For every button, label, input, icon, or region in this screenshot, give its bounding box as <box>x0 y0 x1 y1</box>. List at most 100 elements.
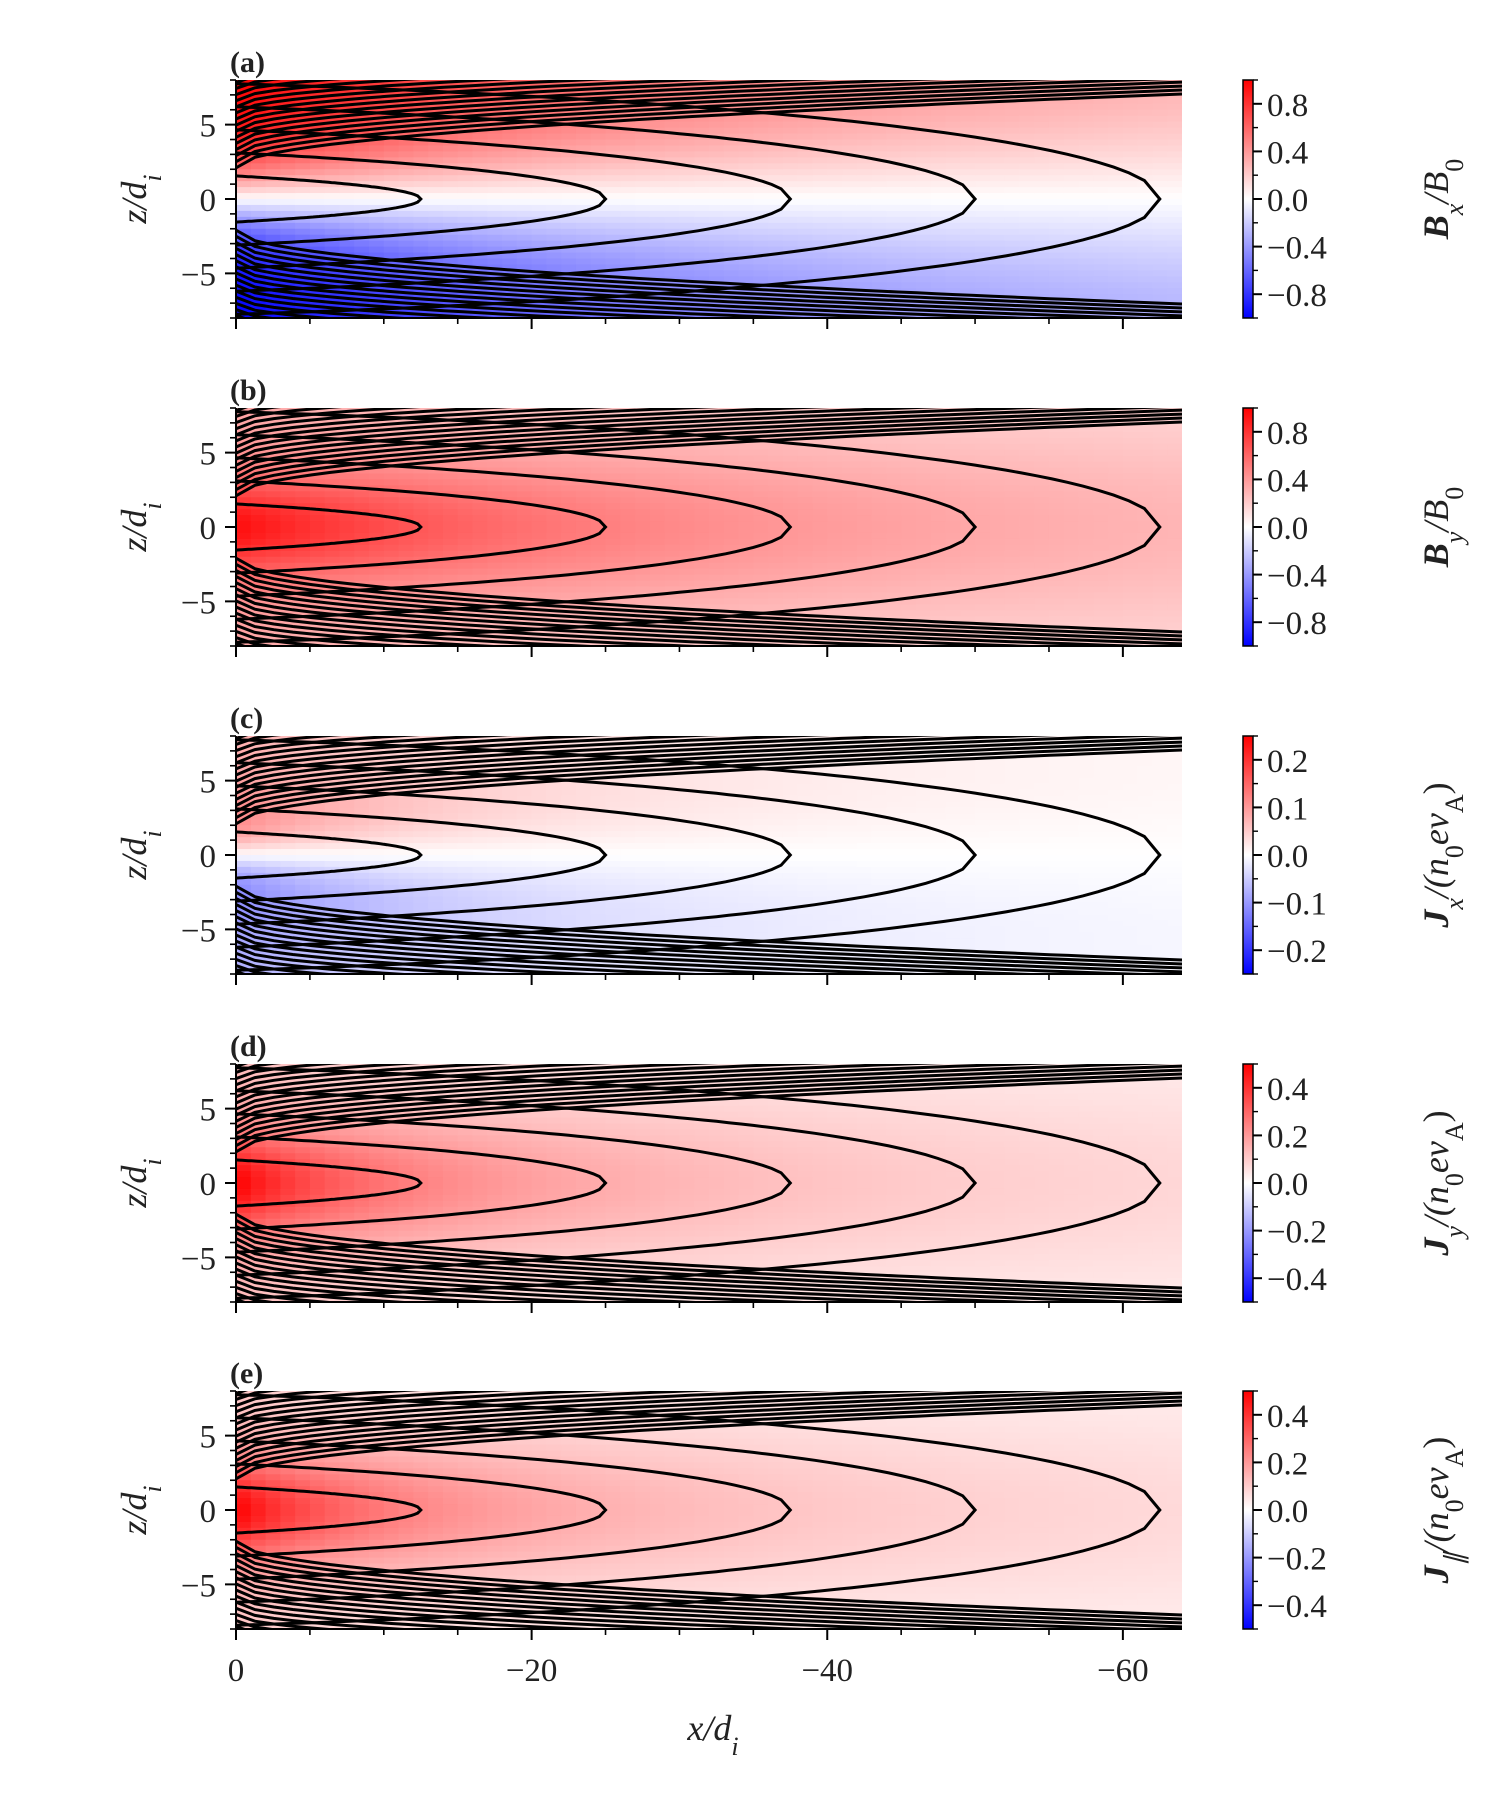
open-field-line <box>236 593 945 646</box>
open-field-line <box>236 1588 719 1629</box>
closed-field-line <box>236 128 793 270</box>
open-field-line <box>236 253 1173 318</box>
open-field-line <box>236 1391 1058 1450</box>
open-field-line <box>236 1391 830 1438</box>
open-field-line <box>236 234 1182 310</box>
closed-field-line <box>236 1439 793 1581</box>
colorbar <box>1242 735 1254 975</box>
open-field-line <box>236 1064 719 1105</box>
open-field-line <box>236 80 613 115</box>
open-field-line <box>236 1064 613 1099</box>
open-field-line <box>236 80 945 133</box>
open-field-line <box>236 569 1182 642</box>
colorbar-tick-label: 0.0 <box>1267 1167 1308 1203</box>
open-field-line <box>236 80 249 84</box>
colorbar-label: By/B0 <box>1416 487 1469 569</box>
open-field-line <box>236 241 1182 314</box>
colorbar-tick-label: 0.2 <box>1267 744 1308 780</box>
y-tick-label: 0 <box>200 183 217 219</box>
closed-field-line <box>236 479 608 575</box>
x-tick-label: 0 <box>228 1653 245 1689</box>
colorbar-tick-label: 0.4 <box>1267 1399 1308 1435</box>
panel-b: 5 0 −5 (b) z/di 0.8 0.4 0.0 −0.4 −0.8 By/B0 <box>114 374 1469 657</box>
closed-field-line <box>236 502 423 552</box>
open-field-line <box>236 1273 513 1302</box>
colorbar-tick-label: 0.0 <box>1267 511 1308 547</box>
open-field-line <box>236 903 1182 974</box>
open-field-line <box>236 1064 421 1087</box>
open-field-line <box>236 1068 1182 1141</box>
open-field-line <box>236 1064 830 1111</box>
open-field-line <box>236 736 719 777</box>
colorbar-tick-label: 0.0 <box>1267 839 1308 875</box>
open-field-line <box>236 1625 249 1629</box>
open-field-line <box>236 1576 945 1629</box>
open-field-line <box>236 1391 613 1426</box>
colorbar-tick-label: 0.4 <box>1267 135 1308 171</box>
y-tick-label: 5 <box>200 109 217 145</box>
y-tick-label: 5 <box>200 1420 217 1456</box>
y-tick-label: −5 <box>181 257 216 293</box>
panel-label: (a) <box>230 46 265 79</box>
open-field-line <box>236 599 830 646</box>
open-field-line <box>236 416 1182 492</box>
open-field-line <box>236 80 1058 139</box>
open-field-line <box>236 617 513 646</box>
open-field-line <box>236 927 830 974</box>
open-field-line <box>236 289 513 318</box>
colorbar <box>1242 79 1254 319</box>
open-field-line <box>236 408 719 449</box>
colorbar-tick-label: −0.8 <box>1267 278 1327 314</box>
open-field-line <box>236 1582 830 1629</box>
panel-label: (e) <box>230 1357 263 1390</box>
colorbar-tick-label: 0.8 <box>1267 88 1308 124</box>
x-tick-label: −40 <box>801 1653 853 1689</box>
field-lines <box>236 80 1182 318</box>
colorbar-tick-label: −0.2 <box>1267 1215 1327 1251</box>
open-field-line <box>236 642 249 646</box>
open-field-line <box>236 80 513 109</box>
colorbar-tick-label: −0.4 <box>1267 1589 1327 1625</box>
colorbar-tick-label: −0.2 <box>1267 1542 1327 1578</box>
open-field-line <box>236 736 421 759</box>
colorbar-tick-label: −0.4 <box>1267 1262 1327 1298</box>
open-field-line <box>236 88 1182 164</box>
x-tick-label: −20 <box>506 1653 558 1689</box>
open-field-line <box>236 1391 1182 1462</box>
open-field-line <box>236 897 1182 970</box>
open-field-line <box>236 1255 830 1302</box>
open-field-line <box>236 408 945 461</box>
open-field-line <box>236 1064 1058 1123</box>
open-field-line <box>236 1064 1182 1135</box>
y-axis-label: z/di <box>114 174 167 224</box>
field-lines <box>236 408 1182 646</box>
closed-field-line <box>236 1112 793 1254</box>
panel-e: 5 0 −5 0 −20 −40 −60 (e) z/di 0.4 0.2 0.0 −0.2 −0.4 J∥… <box>114 1357 1469 1689</box>
colorbar-label: J∥/(n0evA) <box>1416 1437 1469 1585</box>
panel-label: (c) <box>230 702 263 735</box>
colorbar-tick-label: −0.2 <box>1267 934 1327 970</box>
open-field-line <box>236 1298 249 1302</box>
closed-field-line <box>236 1462 608 1558</box>
y-tick-label: 5 <box>200 437 217 473</box>
open-field-line <box>236 1391 719 1432</box>
open-field-line <box>236 575 1182 646</box>
colorbar-tick-label: 0.8 <box>1267 416 1308 452</box>
open-field-line <box>236 744 1182 820</box>
colorbar-tick-label: −0.8 <box>1267 606 1327 642</box>
closed-field-line <box>236 1158 423 1208</box>
closed-field-line <box>236 174 423 224</box>
open-field-line <box>236 562 1182 638</box>
open-field-line <box>236 970 249 974</box>
open-field-line <box>236 736 1058 795</box>
open-field-line <box>236 605 719 646</box>
open-field-line <box>236 1391 249 1395</box>
field-lines <box>236 1391 1182 1629</box>
open-field-line <box>236 736 613 771</box>
open-field-line <box>236 1570 1058 1629</box>
open-field-line <box>236 736 945 789</box>
open-field-line <box>236 933 719 974</box>
open-field-line <box>236 1218 1182 1294</box>
y-tick-label: −5 <box>181 1241 216 1277</box>
